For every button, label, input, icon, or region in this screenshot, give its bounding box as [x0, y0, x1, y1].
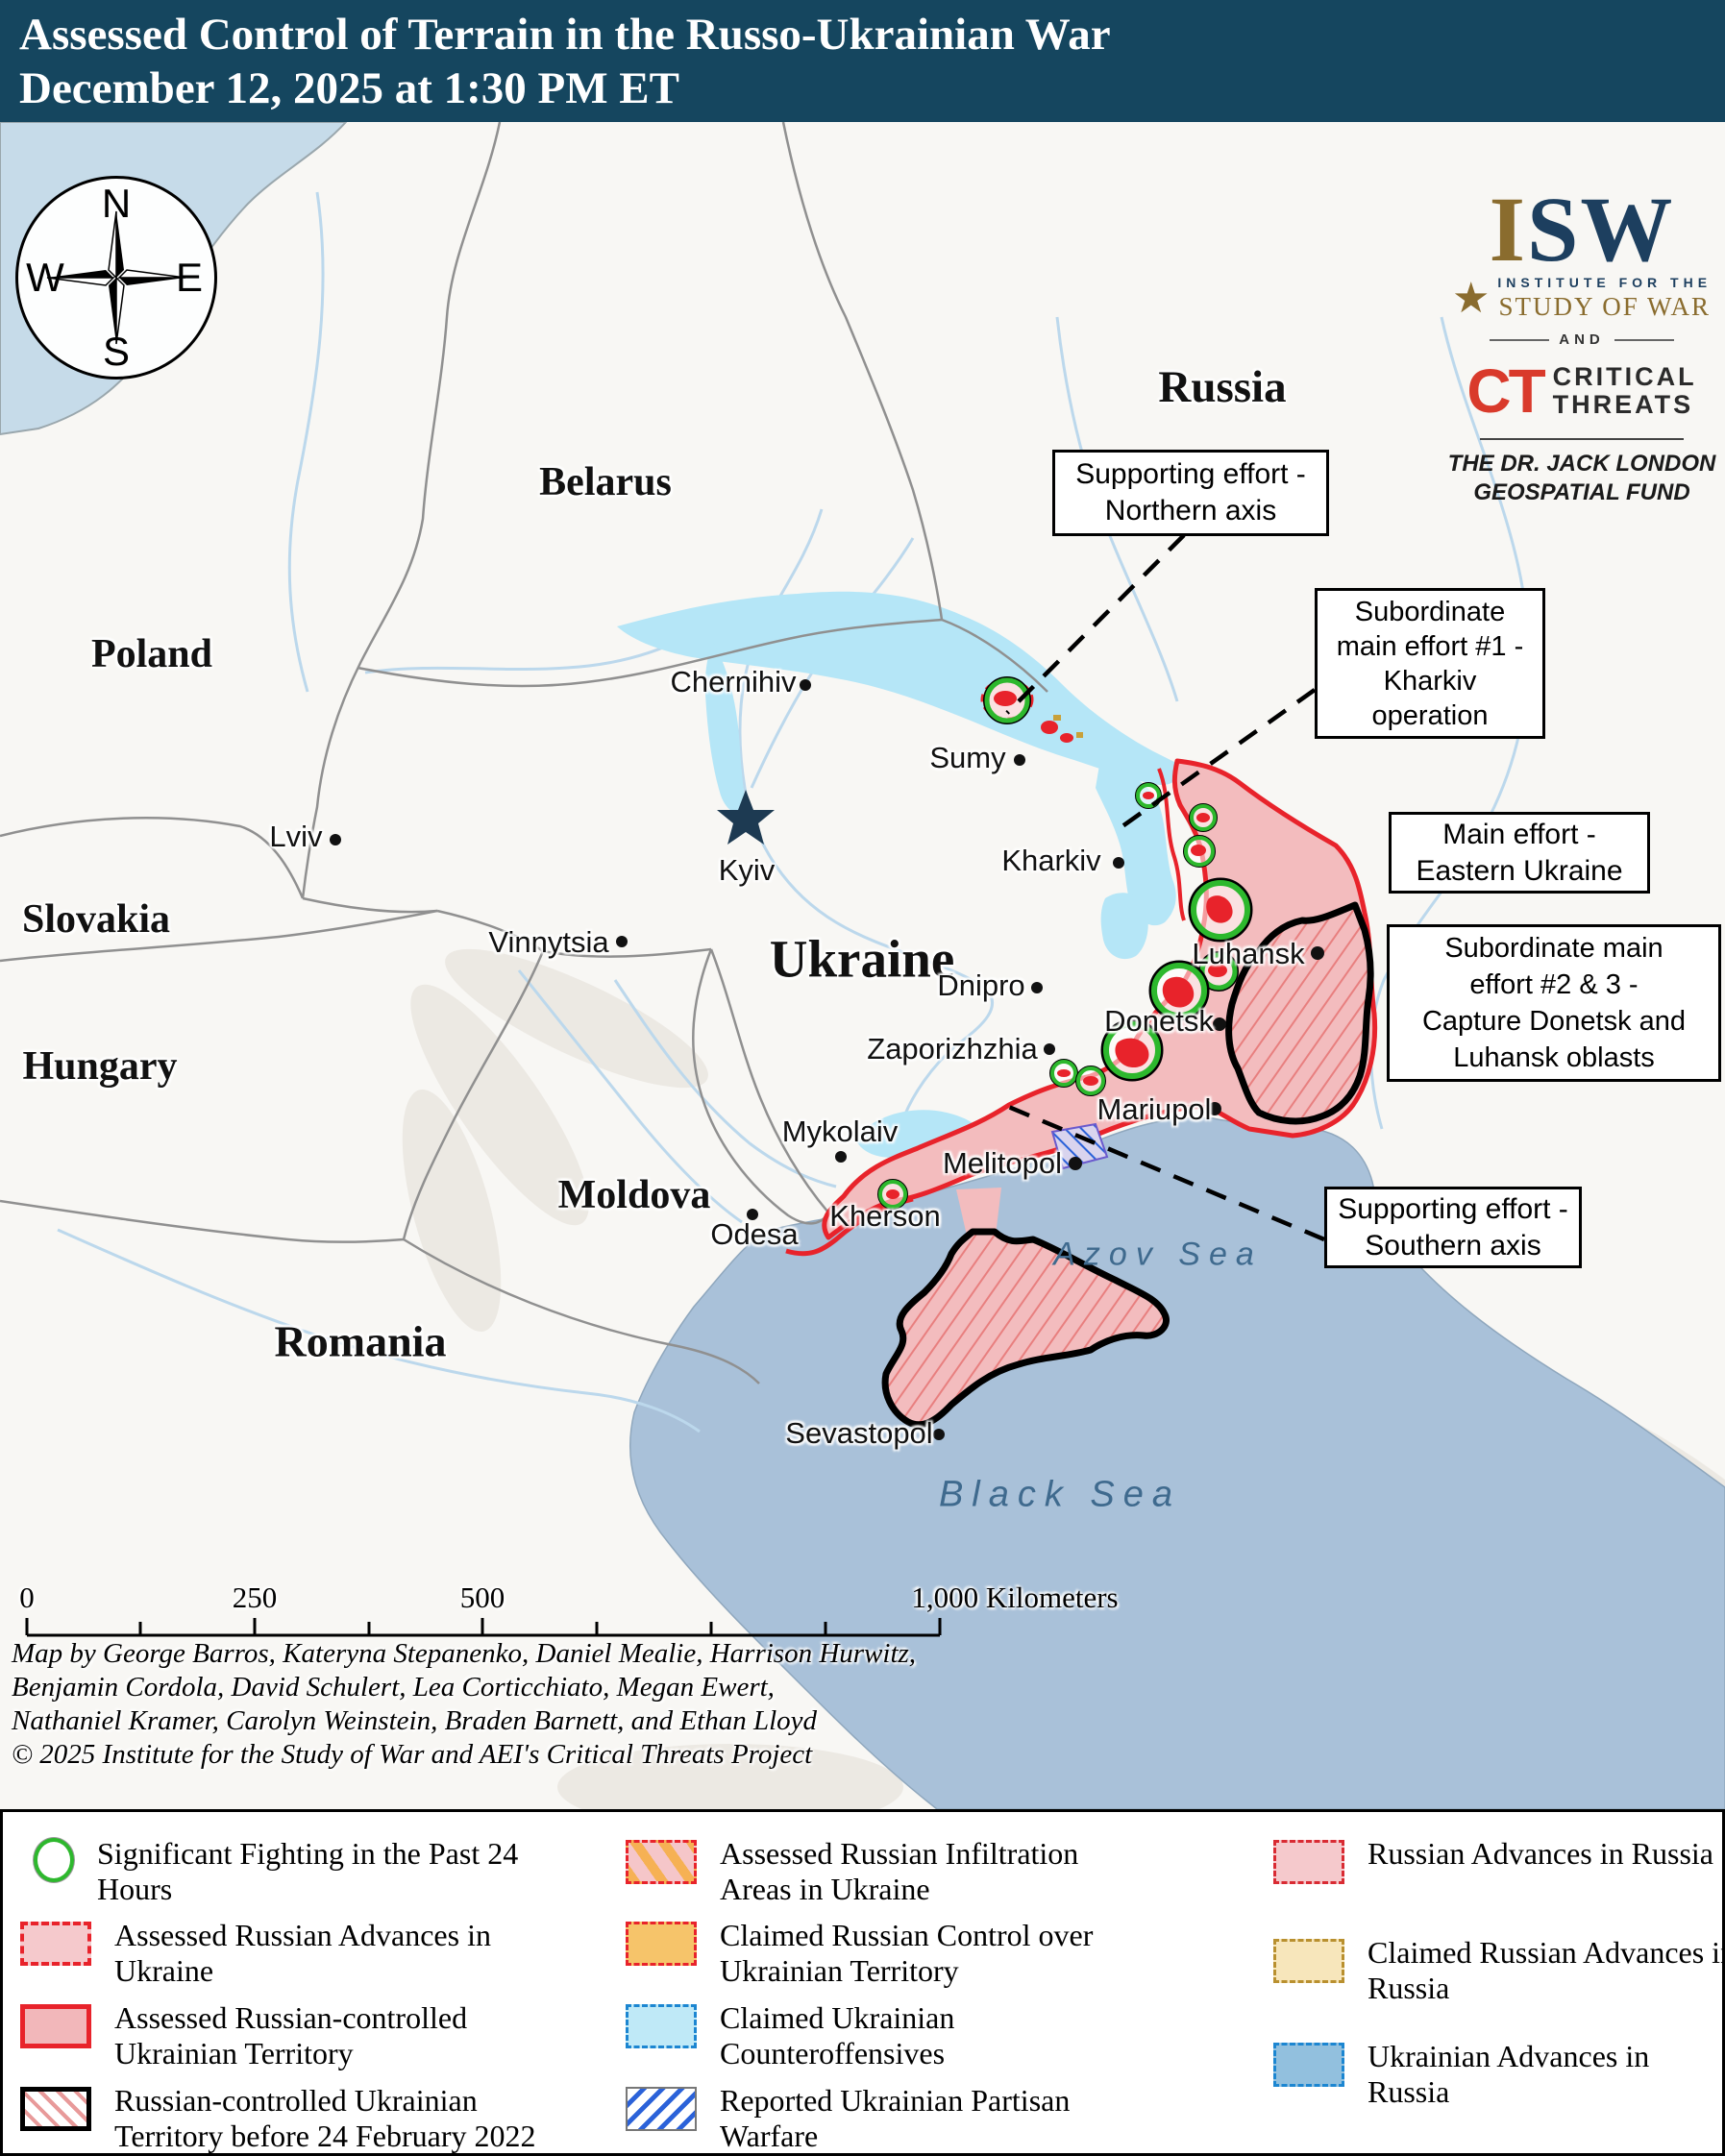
city-label-sumy: Sumy	[929, 741, 1006, 774]
pre2022-donbas-area	[1225, 901, 1374, 1125]
country-label-belarus: Belarus	[539, 460, 672, 504]
fighting-circles	[877, 676, 1253, 1210]
city-label-vinnytsia: Vinnytsia	[488, 925, 609, 959]
callout-donetsk-luhansk: Subordinate main effort #2 & 3 - Capture…	[1387, 924, 1721, 1082]
country-label-hungary: Hungary	[22, 1044, 178, 1089]
legend-item-claimed-ru-control: Claimed Russian Control over Ukrainian T…	[626, 1918, 1133, 1989]
title-bar: Assessed Control of Terrain in the Russo…	[0, 0, 1725, 122]
country-label-russia: Russia	[1158, 362, 1287, 412]
fighting-swatch	[34, 1838, 74, 1882]
compass-west: W	[26, 255, 64, 300]
compass-north: N	[101, 181, 132, 226]
city-label-melitopol: Melitopol	[942, 1146, 1063, 1180]
and-divider: AND	[1440, 331, 1724, 348]
rivers	[57, 191, 1530, 1433]
legend-item-infiltration: Assessed Russian Infiltration Areas in U…	[626, 1836, 1133, 1907]
scale-500: 500	[459, 1580, 505, 1614]
pre2022-crimea-area	[881, 1228, 1170, 1429]
study-of-war: STUDY OF WAR	[1498, 292, 1711, 321]
city-label-zaporizhzhia: Zaporizhzhia	[867, 1032, 1038, 1066]
pre2022-swatch	[20, 2087, 91, 2131]
callout-southern-axis: Supporting effort - Southern axis	[1324, 1187, 1582, 1268]
partisan-swatch	[626, 2087, 697, 2131]
adv-ukraine-swatch	[20, 1922, 91, 1966]
country-label-ukraine: Ukraine	[769, 929, 955, 989]
city-label-odesa: Odesa	[710, 1217, 799, 1251]
compass-east: E	[175, 255, 204, 300]
map-credits: Map by George Barros, Kateryna Stepanenk…	[12, 1638, 917, 1770]
country-label-poland: Poland	[90, 632, 213, 676]
legend-item-ua-counteroffensives: Claimed Ukrainian Counteroffensives	[626, 2000, 1133, 2071]
geospatial-fund: THE DR. JACK LONDON GEOSPATIAL FUND	[1447, 451, 1716, 505]
scale-1000: 1,000 Kilometers	[911, 1580, 1119, 1614]
callout-main-effort: Main effort - Eastern Ukraine	[1389, 812, 1650, 894]
critical-threats-logo: CT CRITICAL THREATS	[1466, 356, 1697, 426]
isw-star-icon: ★	[1451, 274, 1491, 322]
city-label-donetsk: Donetsk	[1104, 1004, 1214, 1038]
sea-label-azov: Azov Sea	[1053, 1236, 1263, 1273]
leader-lines	[998, 533, 1325, 1242]
city-label-kyiv: Kyiv	[718, 853, 776, 887]
legend-item-claimed-ru-adv-russia: Claimed Russian Advances in Russia	[1273, 1935, 1725, 2006]
kyiv-capital-star	[717, 790, 775, 845]
controlled-swatch	[20, 2004, 91, 2048]
partisan-warfare-area	[1050, 1122, 1109, 1170]
page-subtitle-date: December 12, 2025 at 1:30 PM ET	[19, 63, 680, 113]
city-label-luhansk: Luhansk	[1192, 937, 1305, 970]
country-borders	[0, 121, 1048, 1384]
callout-kharkiv-operation: Subordinate main effort #1 - Kharkiv ope…	[1315, 588, 1545, 739]
legend-item-fighting: Significant Fighting in the Past 24 Hour…	[20, 1836, 539, 1907]
compass-rose: N E S W	[15, 176, 217, 380]
logo-block: ISW ★ INSTITUTE FOR THE STUDY OF WAR AND…	[1440, 178, 1724, 507]
compass-south: S	[102, 329, 131, 374]
page-title: Assessed Control of Terrain in the Russo…	[19, 10, 1111, 60]
callout-northern-axis: Supporting effort - Northern axis	[1052, 450, 1329, 536]
city-label-kharkiv: Kharkiv	[1001, 844, 1101, 877]
country-label-slovakia: Slovakia	[21, 897, 171, 942]
legend-item-partisan: Reported Ukrainian Partisan Warfare	[626, 2083, 1133, 2154]
scale-0: 0	[19, 1580, 35, 1614]
ua-counteroffensive-swatch	[626, 2004, 697, 2048]
legend-item-ru-adv-russia: Russian Advances in Russia	[1273, 1836, 1725, 1884]
legend: Significant Fighting in the Past 24 Hour…	[0, 1809, 1725, 2156]
infiltration-swatch	[626, 1840, 697, 1884]
legend-item-ua-adv-russia: Ukrainian Advances in Russia	[1273, 2039, 1725, 2110]
claimed-ru-adv-russia-swatch	[1273, 1939, 1344, 1983]
city-label-sevastopol: Sevastopol	[785, 1416, 933, 1450]
ru-adv-russia-swatch	[1273, 1840, 1344, 1884]
logo-divider	[1480, 438, 1684, 440]
scale-250: 250	[232, 1580, 278, 1614]
ct-mark: CT	[1466, 356, 1545, 426]
sea-label-black: Black Sea	[938, 1474, 1182, 1515]
city-label-dnipro: Dnipro	[937, 968, 1025, 1002]
city-label-lviv: Lviv	[269, 820, 323, 853]
legend-item-pre2022: Russian-controlled Ukrainian Territory b…	[20, 2083, 556, 2154]
country-label-romania: Romania	[274, 1316, 447, 1366]
city-label-kherson: Kherson	[829, 1199, 941, 1233]
city-dots	[330, 679, 1324, 1440]
legend-item-adv-ukraine: Assessed Russian Advances in Ukraine	[20, 1918, 556, 1989]
claimed-ru-control-swatch	[626, 1922, 697, 1966]
institute-for-the: INSTITUTE FOR THE	[1497, 275, 1713, 290]
country-label-moldova: Moldova	[557, 1173, 711, 1217]
city-label-mariupol: Mariupol	[1097, 1092, 1212, 1126]
compass-star	[46, 210, 186, 345]
scale-bar	[25, 1618, 942, 1637]
isw-logo: ISW	[1489, 178, 1675, 281]
city-label-chernihiv: Chernihiv	[670, 665, 797, 698]
ua-adv-russia-swatch	[1273, 2043, 1344, 2087]
city-label-mykolaiv: Mykolaiv	[781, 1115, 899, 1148]
isthmus	[956, 1188, 1001, 1236]
legend-item-controlled: Assessed Russian-controlled Ukrainian Te…	[20, 2000, 556, 2071]
